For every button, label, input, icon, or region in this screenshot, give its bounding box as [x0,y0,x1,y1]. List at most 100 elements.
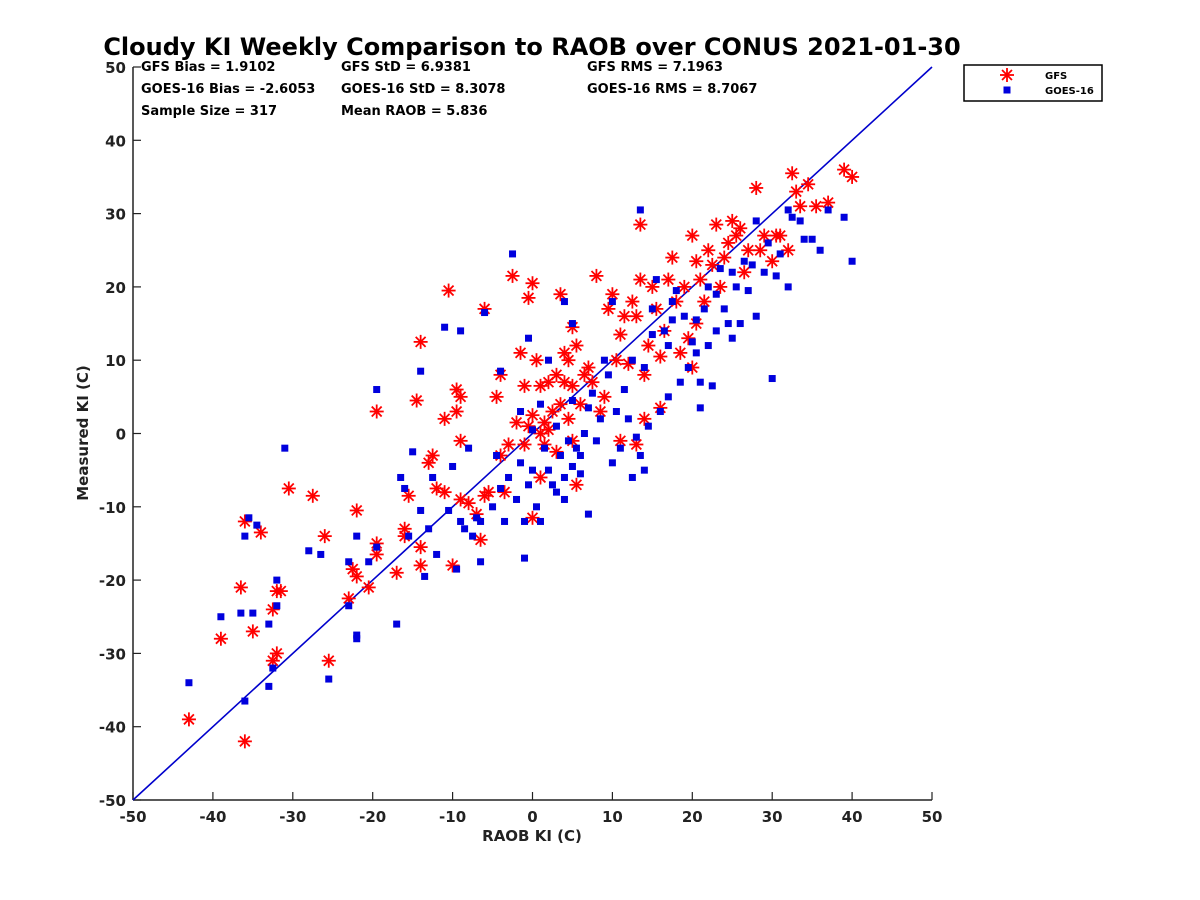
goes16-point [393,620,401,628]
gfs-point [213,631,228,646]
goes16-point [536,517,544,525]
goes16-point [660,327,668,335]
gfs-point [449,382,464,397]
gfs-point [773,228,788,243]
gfs-point [545,404,560,419]
gfs-point [785,166,800,181]
y-tick-label: 30 [105,206,126,224]
goes16-point [560,298,568,306]
gfs-point [413,558,428,573]
goes16-point [305,547,313,555]
gfs-point [585,375,600,390]
gfs-point [609,353,624,368]
stat-gfs-std: GFS StD = 6.9381 [341,60,471,75]
gfs-point [665,250,680,265]
goes16-point [517,459,525,467]
goes16-point [421,572,429,580]
goes16-point [596,415,604,423]
goes16-point [752,217,760,225]
goes16-point [477,558,485,566]
gfs-point [781,243,796,258]
goes16-point [728,334,736,342]
goes16-point [265,620,273,628]
gfs-point [317,529,332,544]
gfs-point [265,602,280,617]
goes16-point [521,554,529,562]
gfs-point [349,569,364,584]
goes16-point [185,679,193,687]
one-to-one-line [132,66,933,801]
goes16-point [708,382,716,390]
gfs-point [561,411,576,426]
goes16-point [784,283,792,291]
goes16-point [656,408,664,416]
goes16-point [796,217,804,225]
goes16-point [568,462,576,470]
goes16-point [249,609,257,617]
legend-goes-square [1003,86,1011,94]
gfs-point [737,265,752,280]
goes16-point [648,331,656,339]
goes16-point [584,510,592,518]
goes16-point [473,514,481,522]
goes16-point [441,323,449,331]
gfs-point [633,217,648,232]
goes16-point [517,408,525,416]
goes16-point [668,316,676,324]
goes16-point [632,433,640,441]
gfs-point [305,488,320,503]
goes16-point [564,437,572,445]
goes16-point [776,250,784,258]
gfs-point [757,228,772,243]
gfs-point [749,180,764,195]
goes16-point [616,444,624,452]
gfs-point [597,389,612,404]
goes16-point [628,356,636,364]
y-tick-label: -30 [99,645,126,663]
goes16-point [664,342,672,350]
gfs-point [525,408,540,423]
goes16-point [744,287,752,295]
stat-gfs-rms: GFS RMS = 7.1963 [587,60,723,75]
goes16-point [417,367,425,375]
goes16-point [704,342,712,350]
gfs-point [729,228,744,243]
gfs-point [617,309,632,324]
goes16-point [401,484,409,492]
goes16-point [417,506,425,514]
goes16-point [345,558,353,566]
gfs-point [689,254,704,269]
gfs-point [269,646,284,661]
goes16-point [513,495,521,503]
gfs-point [821,195,836,210]
goes16-point [736,320,744,328]
goes16-point [628,473,636,481]
stat-mean-raob: Mean RAOB = 5.836 [341,104,487,119]
gfs-point [449,404,464,419]
stat-goes-rms: GOES-16 RMS = 8.7067 [587,82,757,97]
gfs-point [801,177,816,192]
goes16-point [636,206,644,214]
goes16-point [273,576,281,584]
goes16-point [409,448,417,456]
gfs-point [537,415,552,430]
gfs-point [441,283,456,298]
goes16-point [253,521,261,529]
gfs-point [489,389,504,404]
gfs-point [637,411,652,426]
goes16-point [525,334,533,342]
goes16-point [281,444,289,452]
gfs-point [541,422,556,437]
goes16-point [668,298,676,306]
gfs-point [685,228,700,243]
gfs-point [253,525,268,540]
x-tick-label: 30 [762,808,783,826]
goes16-point [692,349,700,357]
goes16-point [768,375,776,383]
gfs-point [601,301,616,316]
legend-box [963,64,1103,102]
goes16-point [772,272,780,280]
stat-gfs-bias: GFS Bias = 1.9102 [141,60,275,75]
goes16-point [536,400,544,408]
gfs-point [509,415,524,430]
